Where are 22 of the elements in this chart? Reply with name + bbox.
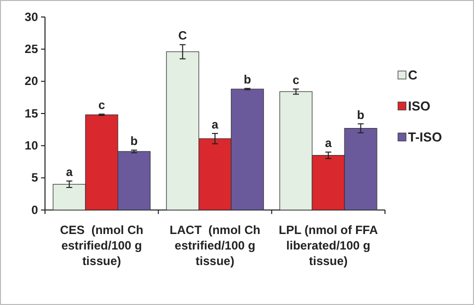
y-tick-label: 15 [24, 106, 38, 120]
data-label: a [66, 165, 73, 180]
x-tick-label: CES (nmol Ch estrified/100 g tissue) [60, 223, 144, 268]
legend-label: C [408, 68, 418, 82]
data-label: b [244, 72, 252, 86]
x-tick-label: LACT (nmol Ch estrified/100 g tissue) [170, 223, 260, 268]
data-label: C [178, 28, 188, 43]
y-tick-label: 10 [24, 138, 38, 153]
data-label: b [130, 134, 138, 148]
y-tick-label: 0 [31, 202, 38, 217]
legend-label: ISO [408, 98, 430, 114]
x-tick-label: LPL (nmol of FFA liberated/100 g tissue) [278, 223, 378, 268]
y-tick-label: 5 [31, 170, 38, 185]
y-tick-label: 30 [24, 10, 38, 24]
data-label: c [292, 73, 300, 88]
y-tick-label: 25 [24, 42, 38, 56]
data-label: a [324, 136, 332, 150]
y-tick-label: 20 [24, 74, 38, 88]
data-label: a [212, 117, 219, 132]
data-label: b [357, 108, 364, 122]
data-label: c [98, 98, 106, 112]
legend-label: T-ISO [408, 130, 442, 144]
